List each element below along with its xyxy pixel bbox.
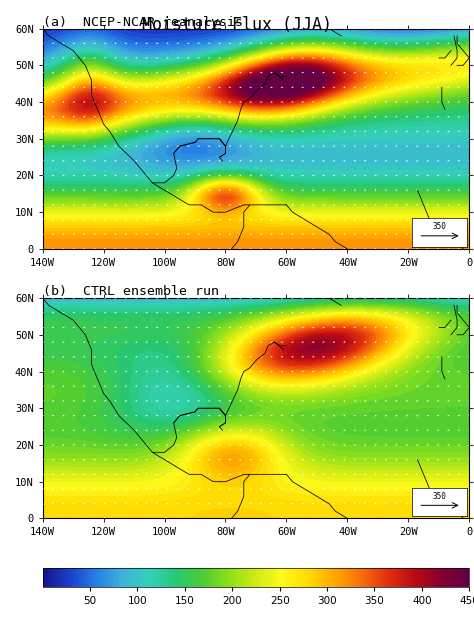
Text: (a)  NCEP-NCAR reanalysis: (a) NCEP-NCAR reanalysis — [43, 16, 243, 29]
Text: (b)  CTRL ensemble run: (b) CTRL ensemble run — [43, 285, 219, 298]
Text: Moisture Flux (JJA): Moisture Flux (JJA) — [142, 16, 332, 34]
